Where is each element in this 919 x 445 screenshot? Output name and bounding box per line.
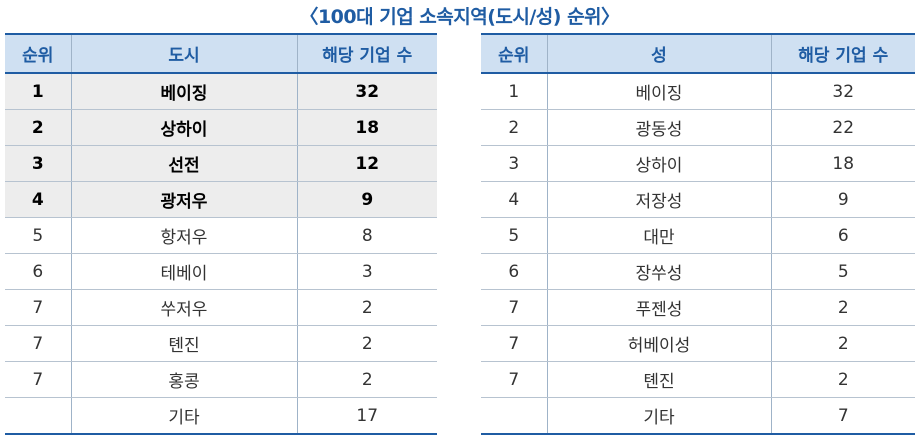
- table-body: 1 베이징 32 2 상하이 18 3 선전 12 4 광저우 9 5 항저우 8 6 테베이 3 7 쑤저우 2 7 톈진…: [5, 73, 437, 435]
- table-row: 2 상하이 18: [5, 109, 437, 146]
- rank-cell: 6: [481, 253, 547, 290]
- name-cell: 허베이성: [546, 325, 771, 362]
- name-cell: 대만: [546, 217, 771, 254]
- rank-cell: 7: [5, 289, 71, 326]
- count-cell: 2: [770, 361, 915, 398]
- name-cell: 홍콩: [70, 361, 297, 398]
- name-cell: 저장성: [546, 181, 771, 218]
- name-cell: 푸젠성: [546, 289, 771, 326]
- count-cell: 2: [296, 289, 437, 326]
- table-row: 5 대만 6: [481, 217, 915, 254]
- table-row: 7 홍콩 2: [5, 361, 437, 398]
- table-row: 7 쑤저우 2: [5, 289, 437, 326]
- rank-cell: 3: [5, 145, 71, 182]
- rank-cell: 7: [481, 289, 547, 326]
- column-header-rank: 순위: [5, 33, 71, 74]
- table-row: 7 톈진 2: [481, 361, 915, 398]
- table-header-row: 순위 도시 해당 기업 수: [5, 33, 437, 74]
- name-cell: 광저우: [70, 181, 297, 218]
- count-cell: 8: [296, 217, 437, 254]
- rank-cell: 7: [481, 325, 547, 362]
- rank-cell: 4: [5, 181, 71, 218]
- count-cell: 5: [770, 253, 915, 290]
- province-ranking-table: 순위 성 해당 기업 수 1 베이징 32 2 광동성 22 3 상하이 18 4 저장성 9 5 대만 6…: [481, 33, 915, 435]
- count-cell: 17: [296, 397, 437, 435]
- name-cell: 기타: [546, 397, 771, 435]
- count-cell: 9: [770, 181, 915, 218]
- rank-cell: 3: [481, 145, 547, 182]
- table-row: 7 허베이성 2: [481, 325, 915, 362]
- table-row: 5 항저우 8: [5, 217, 437, 254]
- rank-cell: 7: [5, 361, 71, 398]
- name-cell: 광동성: [546, 109, 771, 146]
- name-cell: 선전: [70, 145, 297, 182]
- count-cell: 3: [296, 253, 437, 290]
- rank-cell: 1: [481, 73, 547, 110]
- table-header-row: 순위 성 해당 기업 수: [481, 33, 915, 74]
- table-row: 3 선전 12: [5, 145, 437, 182]
- table-row: 7 톈진 2: [5, 325, 437, 362]
- table-row: 2 광동성 22: [481, 109, 915, 146]
- rank-cell: 6: [5, 253, 71, 290]
- table-row: 6 테베이 3: [5, 253, 437, 290]
- count-cell: 32: [770, 73, 915, 110]
- table-row: 6 장쑤성 5: [481, 253, 915, 290]
- table-row: 기타 17: [5, 397, 437, 435]
- count-cell: 2: [296, 325, 437, 362]
- table-row: 1 베이징 32: [5, 73, 437, 110]
- name-cell: 테베이: [70, 253, 297, 290]
- table-row: 3 상하이 18: [481, 145, 915, 182]
- name-cell: 베이징: [546, 73, 771, 110]
- count-cell: 18: [770, 145, 915, 182]
- column-header-count: 해당 기업 수: [770, 33, 915, 74]
- count-cell: 2: [770, 325, 915, 362]
- rank-cell: 2: [481, 109, 547, 146]
- count-cell: 6: [770, 217, 915, 254]
- rank-cell: 7: [481, 361, 547, 398]
- rank-cell: 5: [481, 217, 547, 254]
- page-title: 〈100대 기업 소속지역(도시/성) 순위〉: [299, 6, 620, 28]
- table-row: 4 저장성 9: [481, 181, 915, 218]
- name-cell: 베이징: [70, 73, 297, 110]
- rank-cell: 5: [5, 217, 71, 254]
- rank-cell: [481, 397, 547, 435]
- name-cell: 쑤저우: [70, 289, 297, 326]
- name-cell: 장쑤성: [546, 253, 771, 290]
- column-header-rank: 순위: [481, 33, 547, 74]
- name-cell: 상하이: [70, 109, 297, 146]
- city-ranking-table: 순위 도시 해당 기업 수 1 베이징 32 2 상하이 18 3 선전 12 4 광저우 9 5 항저우…: [5, 33, 437, 435]
- count-cell: 12: [296, 145, 437, 182]
- count-cell: 22: [770, 109, 915, 146]
- column-header-count: 해당 기업 수: [296, 33, 437, 74]
- rank-cell: 2: [5, 109, 71, 146]
- count-cell: 18: [296, 109, 437, 146]
- table-row: 기타 7: [481, 397, 915, 435]
- count-cell: 32: [296, 73, 437, 110]
- rank-cell: 7: [5, 325, 71, 362]
- name-cell: 상하이: [546, 145, 771, 182]
- table-body: 1 베이징 32 2 광동성 22 3 상하이 18 4 저장성 9 5 대만 6 6 장쑤성 5 7 푸젠성 2 7 허베…: [481, 73, 915, 435]
- name-cell: 톈진: [546, 361, 771, 398]
- column-header-province: 성: [546, 33, 771, 74]
- table-row: 1 베이징 32: [481, 73, 915, 110]
- table-row: 4 광저우 9: [5, 181, 437, 218]
- name-cell: 톈진: [70, 325, 297, 362]
- count-cell: 2: [770, 289, 915, 326]
- rank-cell: [5, 397, 71, 435]
- column-header-city: 도시: [70, 33, 297, 74]
- rank-cell: 1: [5, 73, 71, 110]
- name-cell: 기타: [70, 397, 297, 435]
- name-cell: 항저우: [70, 217, 297, 254]
- count-cell: 9: [296, 181, 437, 218]
- count-cell: 2: [296, 361, 437, 398]
- count-cell: 7: [770, 397, 915, 435]
- table-row: 7 푸젠성 2: [481, 289, 915, 326]
- rank-cell: 4: [481, 181, 547, 218]
